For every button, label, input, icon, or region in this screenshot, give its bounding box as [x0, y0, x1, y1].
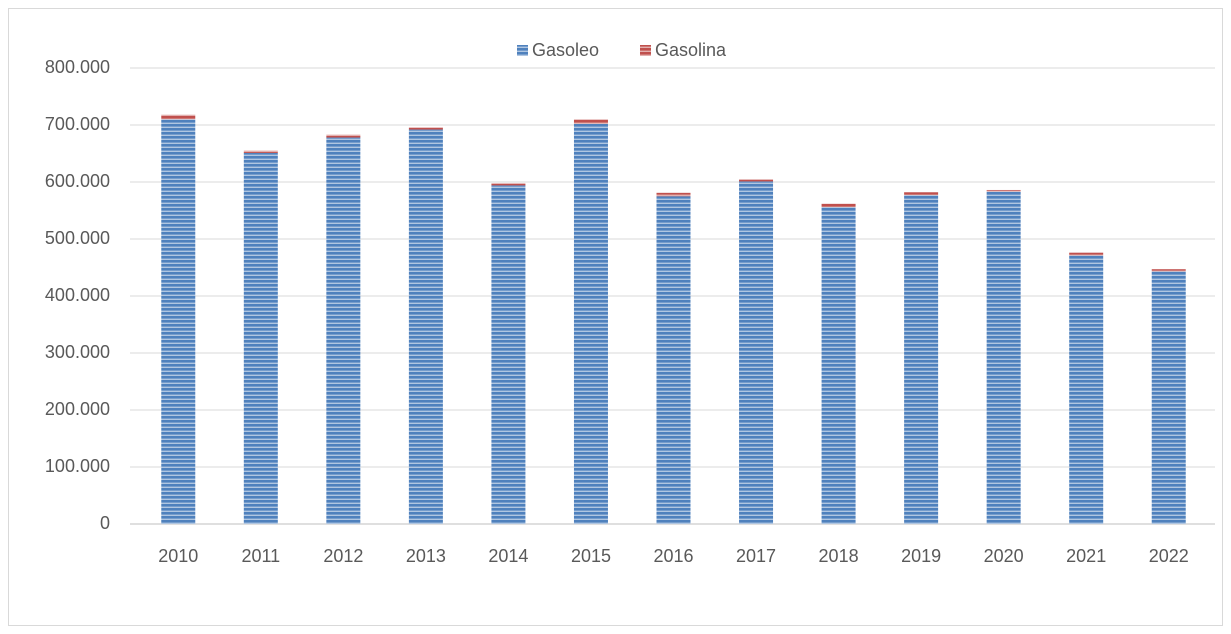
bar-segment [739, 179, 774, 182]
y-tick-label: 700.000 [45, 114, 110, 134]
bar-segment [491, 183, 526, 186]
y-tick-label: 600.000 [45, 171, 110, 191]
x-tick-label: 2021 [1066, 546, 1106, 566]
bar-segment [573, 123, 608, 525]
x-tick-label: 2010 [158, 546, 198, 566]
x-tick-label: 2017 [736, 546, 776, 566]
x-tick-label: 2014 [488, 546, 528, 566]
legend-label: Gasolina [655, 40, 727, 60]
bar-segment [408, 129, 443, 524]
legend-marker [640, 45, 651, 56]
y-tick-label: 300.000 [45, 342, 110, 362]
x-tick-label: 2020 [984, 546, 1024, 566]
x-tick-label: 2016 [653, 546, 693, 566]
x-tick-label: 2015 [571, 546, 611, 566]
y-tick-label: 200.000 [45, 399, 110, 419]
y-tick-label: 100.000 [45, 456, 110, 476]
bar-segment [821, 207, 856, 524]
y-tick-label: 0 [100, 513, 110, 533]
bar-segment [986, 189, 1021, 192]
bar-segment [573, 119, 608, 124]
x-tick-label: 2018 [819, 546, 859, 566]
bar-segment [243, 150, 278, 153]
y-tick-label: 800.000 [45, 57, 110, 77]
y-tick-label: 400.000 [45, 285, 110, 305]
bar-segment [161, 114, 196, 120]
bar-segment [986, 191, 1021, 524]
bar-segment [326, 137, 361, 525]
bar-segment [656, 196, 691, 524]
legend-label: Gasoleo [532, 40, 599, 60]
bar-segment [821, 203, 856, 208]
bar-segment [739, 181, 774, 524]
x-tick-label: 2013 [406, 546, 446, 566]
x-tick-label: 2011 [241, 546, 280, 566]
bar-segment [1151, 269, 1186, 272]
bar-segment [161, 119, 196, 525]
y-tick-label: 500.000 [45, 228, 110, 248]
bar-segment [243, 152, 278, 524]
bar-segment [326, 134, 361, 138]
bar-segment [491, 185, 526, 525]
bar-segment [408, 127, 443, 130]
bar-segment [904, 195, 939, 525]
bar-segment [1069, 252, 1104, 256]
legend-marker [517, 45, 528, 56]
x-tick-label: 2012 [323, 546, 363, 566]
bar-segment [1151, 271, 1186, 524]
bar-segment [656, 192, 691, 197]
bar-segment [904, 192, 939, 196]
bar-segment [1069, 255, 1104, 524]
x-tick-label: 2019 [901, 546, 941, 566]
x-tick-label: 2022 [1149, 546, 1189, 566]
